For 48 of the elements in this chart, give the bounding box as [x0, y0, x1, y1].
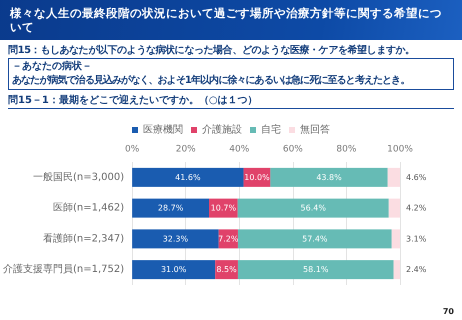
- bar: [388, 168, 400, 187]
- bar: [270, 168, 388, 187]
- data-label: 57.4%: [302, 234, 328, 244]
- data-label: 2.4%: [406, 265, 427, 274]
- x-tick-label: 20%: [176, 144, 196, 154]
- bar: [238, 260, 394, 280]
- data-label: 10.0%: [244, 172, 270, 182]
- legend-label: 自宅: [261, 124, 281, 136]
- y-tick-label: 看護師(n=2,347): [42, 232, 124, 244]
- data-label: 28.7%: [158, 204, 184, 213]
- legend-label: 介護施設: [202, 124, 242, 136]
- data-label: 7.2%: [218, 234, 239, 244]
- y-tick-label: 介護支援専門員(n=1,752): [2, 263, 124, 276]
- data-label: 41.6%: [175, 172, 201, 182]
- bar: [132, 229, 219, 248]
- data-label: 10.7%: [210, 204, 236, 213]
- y-tick-label: 一般国民(n=3,000): [32, 172, 124, 183]
- legend-label: 医療機関: [143, 124, 183, 136]
- bar: [392, 229, 400, 248]
- x-tick-label: 60%: [282, 144, 304, 154]
- bar: [132, 260, 216, 280]
- data-label: 32.3%: [162, 234, 189, 244]
- text: 70: [442, 307, 454, 316]
- chart-subtitle: 問15：もしあなたが以下のような病状になった場合、どのような医療・ケアを希望しますか。: [8, 44, 415, 57]
- data-label: 43.8%: [316, 172, 342, 182]
- bar: [394, 260, 400, 280]
- bar: [238, 198, 389, 218]
- text: あなたが病気で治る見込みがなく、およそ1年以内に徐々にあるいは急に死に至ると考えたとき。: [12, 74, 410, 88]
- bar: [132, 168, 244, 187]
- y-tick-label: 医師(n=1,462): [52, 202, 124, 214]
- data-label: 3.1%: [406, 234, 427, 244]
- data-label: 31.0%: [160, 265, 187, 274]
- x-tick-label: 80%: [336, 144, 357, 154]
- data-label: 56.4%: [300, 204, 326, 213]
- data-label: 4.2%: [406, 204, 427, 213]
- chart-title: 様々な人生の最終段階の状況において過ごす場所や治療方針等に関する希望について: [0, 0, 462, 40]
- legend-label: 無回答: [300, 124, 330, 136]
- bar: [132, 198, 210, 218]
- data-label: 8.5%: [216, 265, 238, 274]
- data-label: 58.1%: [303, 265, 329, 274]
- text: 問15－1：最期をどこで迎えたいですか。（○は１つ）: [8, 93, 454, 109]
- data-label: 4.6%: [406, 172, 427, 182]
- x-tick-label: 0%: [125, 144, 140, 154]
- bar: [238, 229, 392, 248]
- text: －あなたの病状－: [12, 60, 93, 74]
- x-tick-label: 40%: [229, 144, 250, 154]
- bar: [388, 198, 400, 218]
- x-tick-label: 100%: [387, 144, 414, 154]
